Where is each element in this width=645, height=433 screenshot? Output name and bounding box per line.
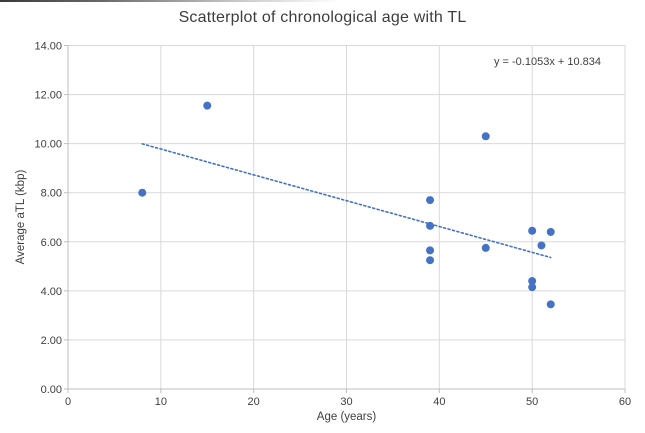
data-point	[426, 246, 435, 255]
x-tick-label: 50	[526, 396, 538, 408]
x-tick-label: 60	[619, 396, 631, 408]
data-point	[426, 221, 435, 230]
data-point	[546, 300, 555, 309]
data-point	[426, 196, 435, 205]
y-axis-title: Average aTL (kbp)	[15, 169, 27, 265]
data-point	[481, 132, 490, 141]
data-point	[546, 227, 555, 236]
y-tick-label: 6.00	[41, 237, 62, 249]
y-tick-label: 0.00	[41, 384, 62, 396]
y-tick-label: 2.00	[41, 335, 62, 347]
trendline-equation-label: y = -0.1053x + 10.834	[493, 56, 601, 68]
chart-title: Scatterplot of chronological age with TL	[178, 9, 467, 26]
x-tick-label: 10	[155, 396, 167, 408]
x-tick-label: 20	[248, 396, 260, 408]
x-tick-label: 0	[65, 396, 71, 408]
data-point	[528, 226, 537, 235]
screenshot-edge-artifact	[0, 0, 340, 2]
data-point	[528, 277, 537, 286]
data-point	[203, 101, 212, 110]
y-tick-label: 12.00	[34, 90, 62, 102]
trendline	[141, 143, 552, 259]
data-point	[481, 243, 490, 252]
y-tick-label: 10.00	[34, 139, 62, 151]
x-tick-label: 30	[340, 396, 352, 408]
data-point	[138, 188, 147, 197]
y-tick-label: 14.00	[34, 41, 62, 53]
data-point	[528, 283, 537, 292]
x-tick-label: 40	[433, 396, 445, 408]
data-point	[426, 256, 435, 265]
x-axis-title: Age (years)	[316, 411, 377, 423]
y-tick-label: 8.00	[41, 188, 62, 200]
data-point	[537, 241, 546, 250]
y-tick-label: 4.00	[41, 286, 62, 298]
